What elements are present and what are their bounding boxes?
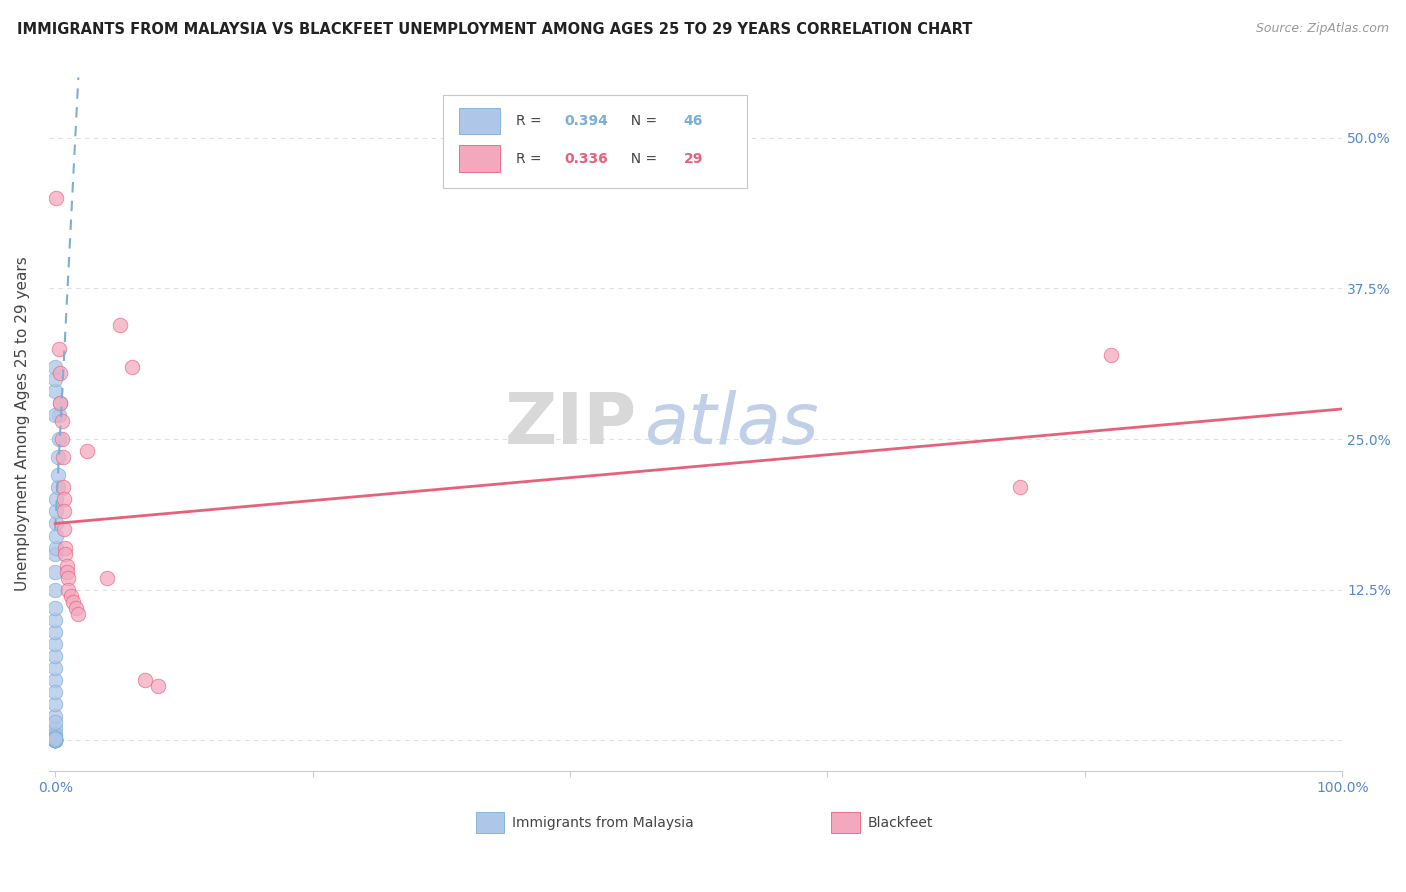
Point xyxy=(48,342,70,356)
Point xyxy=(55,558,77,573)
Point xyxy=(45,492,67,507)
Point xyxy=(45,528,67,542)
Point xyxy=(55,547,77,561)
Point xyxy=(44,372,66,386)
Point xyxy=(44,709,66,723)
FancyBboxPatch shape xyxy=(458,108,501,135)
Point xyxy=(134,673,156,688)
Point xyxy=(44,733,66,747)
Point xyxy=(53,523,76,537)
Point xyxy=(44,733,66,747)
Point xyxy=(44,733,66,747)
Point xyxy=(44,733,66,747)
Point xyxy=(44,408,66,422)
Point xyxy=(59,589,82,603)
Point xyxy=(1099,348,1122,362)
Text: Immigrants from Malaysia: Immigrants from Malaysia xyxy=(512,815,693,830)
Point xyxy=(48,408,70,422)
Text: N =: N = xyxy=(621,152,661,166)
Point xyxy=(44,733,66,747)
Point xyxy=(53,504,76,518)
Point xyxy=(44,727,66,741)
Text: 0.394: 0.394 xyxy=(565,114,609,128)
Point xyxy=(44,624,66,639)
Text: R =: R = xyxy=(516,114,546,128)
Point xyxy=(51,432,73,446)
Point xyxy=(46,480,69,494)
Point xyxy=(44,648,66,663)
Point xyxy=(45,541,67,555)
Point xyxy=(76,444,98,458)
Point xyxy=(49,396,72,410)
FancyBboxPatch shape xyxy=(475,813,505,833)
FancyBboxPatch shape xyxy=(458,145,501,171)
Point xyxy=(49,366,72,380)
Point xyxy=(46,450,69,465)
Point xyxy=(53,492,76,507)
Point xyxy=(44,582,66,597)
Point xyxy=(44,685,66,699)
Point xyxy=(44,733,66,747)
Point xyxy=(44,565,66,579)
Point xyxy=(44,359,66,374)
Point xyxy=(55,565,77,579)
Point xyxy=(46,468,69,483)
Point xyxy=(44,733,66,747)
Text: Source: ZipAtlas.com: Source: ZipAtlas.com xyxy=(1256,22,1389,36)
Point xyxy=(56,571,79,585)
Point xyxy=(49,396,72,410)
Point xyxy=(1010,480,1032,494)
Point xyxy=(44,613,66,627)
Point xyxy=(44,661,66,675)
Point xyxy=(45,191,67,205)
Point xyxy=(44,733,66,747)
Point xyxy=(146,679,169,693)
Point xyxy=(44,547,66,561)
Point xyxy=(44,733,66,747)
Point xyxy=(44,673,66,688)
Point xyxy=(51,414,73,428)
FancyBboxPatch shape xyxy=(443,95,747,188)
Text: 0.336: 0.336 xyxy=(565,152,609,166)
Point xyxy=(67,607,90,621)
Point xyxy=(45,516,67,531)
Text: IMMIGRANTS FROM MALAYSIA VS BLACKFEET UNEMPLOYMENT AMONG AGES 25 TO 29 YEARS COR: IMMIGRANTS FROM MALAYSIA VS BLACKFEET UN… xyxy=(17,22,972,37)
Point xyxy=(44,384,66,398)
Point xyxy=(56,582,79,597)
FancyBboxPatch shape xyxy=(831,813,860,833)
Point xyxy=(96,571,118,585)
Point xyxy=(65,600,87,615)
Point xyxy=(44,722,66,736)
Point xyxy=(44,600,66,615)
Point xyxy=(44,733,66,747)
Point xyxy=(44,731,66,745)
Text: Blackfeet: Blackfeet xyxy=(868,815,934,830)
Point xyxy=(52,450,75,465)
Text: atlas: atlas xyxy=(644,390,818,458)
Text: ZIP: ZIP xyxy=(505,390,637,458)
Y-axis label: Unemployment Among Ages 25 to 29 years: Unemployment Among Ages 25 to 29 years xyxy=(15,257,30,591)
Point xyxy=(48,432,70,446)
Point xyxy=(44,637,66,651)
Point xyxy=(45,504,67,518)
Point xyxy=(62,595,84,609)
Point xyxy=(44,715,66,730)
Point xyxy=(44,698,66,712)
Text: 46: 46 xyxy=(683,114,703,128)
Text: R =: R = xyxy=(516,152,546,166)
Point xyxy=(44,733,66,747)
Point xyxy=(52,480,75,494)
Text: N =: N = xyxy=(621,114,661,128)
Point xyxy=(121,359,143,374)
Point xyxy=(44,733,66,747)
Point xyxy=(55,541,77,555)
Text: 29: 29 xyxy=(683,152,703,166)
Point xyxy=(44,732,66,747)
Point xyxy=(108,318,131,332)
Point xyxy=(44,730,66,744)
